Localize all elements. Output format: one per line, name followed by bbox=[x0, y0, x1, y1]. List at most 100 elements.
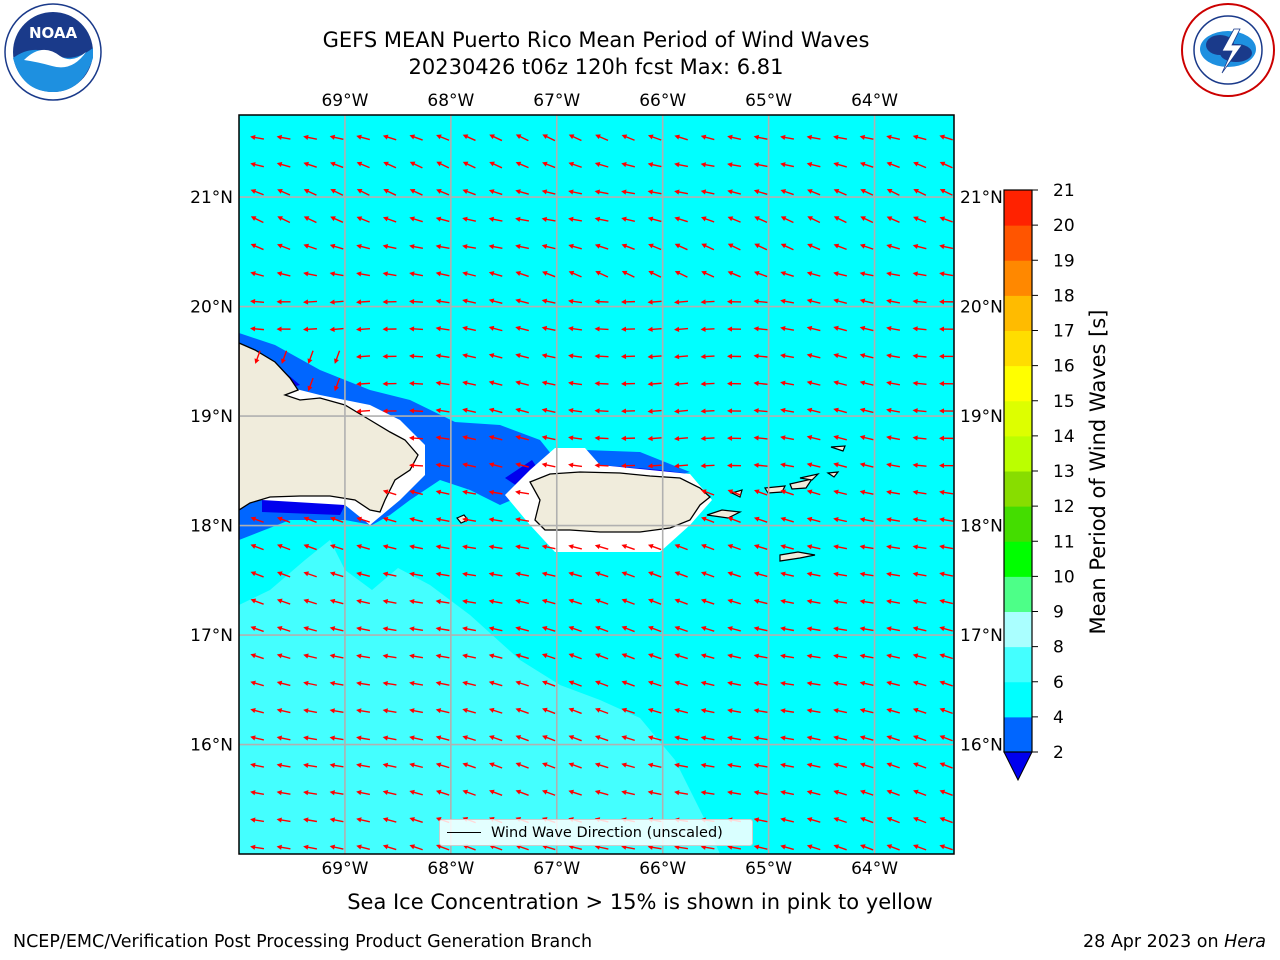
wave-direction-arrow bbox=[700, 653, 715, 659]
wave-direction-arrow bbox=[647, 216, 662, 223]
wave-direction-arrow bbox=[753, 162, 768, 168]
wave-direction-arrow bbox=[886, 462, 901, 468]
wave-direction-arrow bbox=[674, 435, 689, 442]
wave-direction-arrow bbox=[700, 680, 715, 687]
wave-direction-arrow bbox=[859, 599, 874, 605]
wave-direction-arrow bbox=[806, 134, 821, 141]
wave-direction-arrow bbox=[356, 762, 371, 768]
wave-direction-arrow bbox=[700, 353, 715, 360]
wave-direction-arrow bbox=[648, 243, 662, 251]
wave-direction-arrow bbox=[435, 599, 450, 605]
lat-label-right: 17°N bbox=[960, 626, 1003, 646]
wave-direction-arrow bbox=[621, 270, 635, 278]
wave-direction-arrow bbox=[488, 544, 503, 550]
colorbar-tick-label: 12 bbox=[1053, 497, 1075, 517]
wave-direction-arrow bbox=[303, 708, 318, 714]
wave-direction-arrow bbox=[727, 216, 741, 223]
wave-direction-arrow bbox=[833, 325, 847, 332]
wave-direction-arrow bbox=[250, 625, 264, 633]
lon-label-top: 65°W bbox=[745, 91, 792, 111]
colorbar-tick-label: 2 bbox=[1053, 743, 1064, 763]
wave-direction-arrow bbox=[621, 353, 636, 360]
wave-direction-arrow bbox=[330, 161, 344, 169]
wave-direction-arrow bbox=[307, 350, 314, 364]
wave-direction-arrow bbox=[488, 735, 503, 742]
wave-direction-arrow bbox=[939, 707, 953, 715]
wave-direction-arrow bbox=[647, 653, 662, 660]
wave-direction-arrow bbox=[462, 435, 477, 441]
wave-direction-arrow bbox=[806, 789, 821, 796]
wave-direction-arrow bbox=[833, 844, 847, 851]
wave-direction-arrow bbox=[462, 380, 477, 386]
wave-direction-arrow bbox=[806, 271, 821, 277]
wave-direction-arrow bbox=[515, 462, 529, 468]
colorbar-swatch bbox=[1004, 190, 1032, 226]
wave-direction-arrow bbox=[647, 381, 662, 387]
wave-direction-arrow bbox=[276, 708, 291, 714]
wave-direction-arrow bbox=[356, 790, 371, 796]
wave-direction-arrow bbox=[780, 598, 795, 605]
wave-direction-arrow bbox=[542, 735, 556, 742]
lat-label-right: 20°N bbox=[960, 298, 1003, 318]
wave-direction-arrow bbox=[594, 353, 609, 359]
wave-direction-arrow bbox=[409, 244, 424, 250]
wave-direction-arrow bbox=[594, 462, 609, 469]
wave-direction-arrow bbox=[886, 735, 900, 742]
wave-direction-arrow bbox=[276, 161, 291, 168]
wave-direction-arrow bbox=[939, 244, 954, 250]
wave-direction-arrow bbox=[727, 598, 741, 605]
wave-direction-arrow bbox=[859, 571, 874, 577]
wave-direction-arrow bbox=[595, 270, 609, 278]
wave-direction-arrow bbox=[356, 844, 370, 851]
wave-direction-arrow bbox=[912, 380, 927, 386]
wave-direction-arrow bbox=[833, 599, 848, 605]
wave-direction-arrow bbox=[515, 435, 529, 441]
wave-direction-arrow bbox=[807, 243, 821, 251]
wave-direction-arrow bbox=[674, 790, 689, 796]
wave-direction-arrow bbox=[621, 735, 635, 742]
wave-direction-arrow bbox=[886, 844, 900, 851]
wave-direction-arrow bbox=[780, 189, 794, 196]
wave-direction-arrow bbox=[621, 134, 635, 141]
wave-direction-arrow bbox=[462, 517, 477, 523]
wave-direction-arrow bbox=[780, 708, 795, 714]
wave-direction-arrow bbox=[489, 134, 503, 142]
wave-direction-arrow bbox=[833, 134, 848, 141]
wave-direction-arrow bbox=[594, 435, 609, 441]
wave-direction-arrow bbox=[436, 189, 450, 196]
wave-direction-arrow bbox=[886, 599, 901, 605]
wave-direction-arrow bbox=[277, 189, 291, 196]
wave-direction-arrow bbox=[806, 571, 821, 577]
wave-direction-arrow bbox=[648, 571, 662, 578]
sea-ice-note: Sea Ice Concentration > 15% is shown in … bbox=[347, 890, 933, 914]
wave-direction-arrow bbox=[594, 735, 609, 742]
wave-direction-arrow bbox=[647, 463, 662, 469]
wave-direction-arrow bbox=[329, 598, 344, 605]
wave-direction-arrow bbox=[329, 844, 344, 850]
wave-direction-arrow bbox=[568, 571, 582, 578]
lon-label-bottom: 67°W bbox=[533, 859, 580, 879]
wave-direction-arrow bbox=[780, 571, 794, 577]
wave-direction-arrow bbox=[886, 762, 900, 769]
wave-direction-arrow bbox=[939, 653, 953, 660]
wave-direction-arrow bbox=[515, 735, 529, 742]
island-st-croix bbox=[779, 551, 816, 562]
wave-direction-arrow bbox=[462, 626, 477, 632]
wave-direction-arrow bbox=[701, 270, 715, 278]
wave-direction-arrow bbox=[806, 162, 821, 168]
wave-direction-arrow bbox=[250, 271, 264, 277]
wave-direction-arrow bbox=[382, 244, 397, 250]
wave-direction-arrow bbox=[621, 243, 635, 250]
wave-direction-arrow bbox=[780, 762, 795, 768]
wave-direction-arrow bbox=[939, 381, 954, 387]
colorbar-under-extension bbox=[1003, 751, 1033, 782]
wave-direction-arrow bbox=[462, 271, 476, 277]
wave-direction-arrow bbox=[276, 571, 291, 578]
lat-label-left: 19°N bbox=[190, 407, 233, 427]
map-frame bbox=[238, 114, 955, 855]
lat-label-right: 16°N bbox=[960, 736, 1003, 756]
wave-direction-arrow bbox=[542, 134, 556, 142]
wave-direction-arrow bbox=[250, 735, 265, 741]
wave-direction-arrow bbox=[939, 161, 953, 169]
wave-direction-arrow bbox=[334, 350, 341, 364]
